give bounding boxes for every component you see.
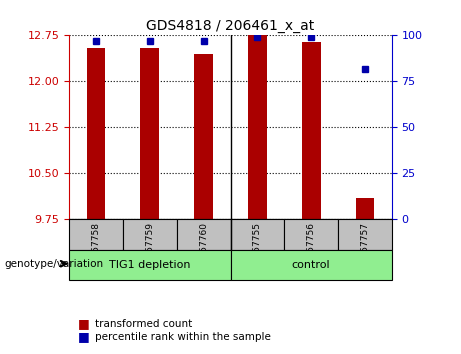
FancyBboxPatch shape bbox=[69, 250, 230, 280]
Bar bbox=[141, 48, 159, 219]
FancyBboxPatch shape bbox=[230, 250, 392, 280]
Text: GSM757757: GSM757757 bbox=[361, 222, 369, 277]
Bar bbox=[87, 48, 106, 219]
Text: percentile rank within the sample: percentile rank within the sample bbox=[95, 332, 271, 342]
Title: GDS4818 / 206461_x_at: GDS4818 / 206461_x_at bbox=[147, 19, 314, 33]
FancyBboxPatch shape bbox=[284, 219, 338, 250]
Bar bbox=[248, 35, 267, 219]
FancyBboxPatch shape bbox=[123, 219, 177, 250]
Bar bbox=[355, 198, 374, 219]
Bar bbox=[302, 41, 320, 219]
Text: GSM757756: GSM757756 bbox=[307, 222, 316, 277]
Text: GSM757758: GSM757758 bbox=[92, 222, 100, 277]
Text: GSM757759: GSM757759 bbox=[145, 222, 154, 277]
Text: ■: ■ bbox=[78, 331, 90, 343]
FancyBboxPatch shape bbox=[230, 219, 284, 250]
Text: control: control bbox=[292, 259, 331, 270]
Text: GSM757755: GSM757755 bbox=[253, 222, 262, 277]
Bar bbox=[194, 54, 213, 219]
FancyBboxPatch shape bbox=[177, 219, 230, 250]
Text: genotype/variation: genotype/variation bbox=[5, 259, 104, 269]
Text: transformed count: transformed count bbox=[95, 319, 192, 329]
Text: TIG1 depletion: TIG1 depletion bbox=[109, 259, 190, 270]
FancyBboxPatch shape bbox=[69, 219, 123, 250]
FancyBboxPatch shape bbox=[338, 219, 392, 250]
Text: ■: ■ bbox=[78, 318, 90, 330]
Text: GSM757760: GSM757760 bbox=[199, 222, 208, 277]
